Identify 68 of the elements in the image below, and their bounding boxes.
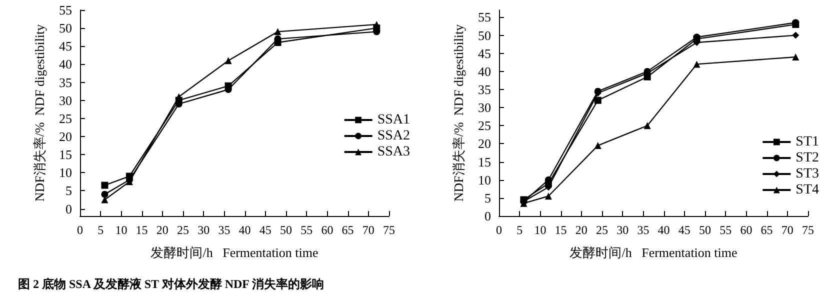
y-tick-label: 20 [478, 136, 491, 152]
y-tick-label: 25 [59, 110, 72, 126]
x-tick-label: 35 [218, 223, 230, 237]
y-tick-label: 15 [478, 154, 491, 170]
x-tick-label: 40 [658, 223, 670, 237]
legend-label: ST4 [796, 182, 820, 198]
legend-label: SSA1 [377, 112, 410, 128]
x-tick-label: 10 [115, 223, 128, 237]
x-tick-label: 10 [534, 223, 546, 237]
legend-label: ST1 [796, 134, 820, 150]
y-tick-label: 40 [478, 64, 491, 79]
y-axis-title: NDF消失率/% NDF digestibility [451, 24, 466, 202]
y-tick-label: 5 [66, 183, 72, 198]
y-tick-label: 0 [66, 201, 72, 216]
x-tick-label: 35 [637, 223, 650, 237]
y-tick-label: 15 [59, 147, 72, 162]
x-tick-label: 55 [720, 223, 732, 237]
x-tick-label: 0 [496, 223, 502, 237]
x-tick-label: 20 [575, 223, 588, 237]
y-tick-label: 0 [484, 208, 491, 224]
y-tick-label: 55 [59, 2, 72, 18]
x-tick-label: 60 [321, 223, 334, 237]
x-tick-label: 50 [699, 223, 711, 237]
x-axis-title: 发酵时间/h Fermentation time [150, 245, 318, 260]
y-tick-label: 10 [478, 172, 491, 188]
y-tick-label: 40 [59, 56, 72, 72]
x-tick-label: 75 [802, 223, 814, 237]
x-tick-label: 70 [362, 223, 374, 237]
x-tick-label: 25 [596, 223, 608, 237]
x-tick-label: 5 [516, 223, 523, 237]
x-tick-label: 55 [300, 223, 313, 237]
y-tick-label: 45 [59, 38, 72, 54]
x-tick-label: 50 [280, 223, 292, 237]
x-tick-label: 15 [136, 223, 148, 237]
x-axis-title: 发酵时间/h Fermentation time [570, 245, 738, 260]
y-tick-label: 5 [484, 190, 491, 206]
x-tick-label: 30 [198, 223, 210, 237]
x-tick-label: 75 [383, 223, 395, 237]
x-tick-label: 65 [760, 223, 773, 237]
y-tick-label: 30 [59, 92, 72, 108]
x-tick-label: 60 [740, 223, 752, 237]
x-tick-label: 40 [238, 223, 251, 237]
x-tick-label: 15 [554, 223, 567, 237]
y-tick-label: 35 [478, 82, 491, 98]
y-tick-label: 45 [478, 46, 491, 61]
x-tick-label: 45 [678, 223, 690, 237]
x-tick-label: 20 [156, 223, 168, 237]
legend-label: SSA3 [377, 144, 410, 160]
legend-label: ST2 [796, 150, 820, 166]
y-axis-title: NDF消失率/% NDF digestibility [32, 24, 47, 202]
y-tick-label: 35 [59, 74, 72, 90]
x-tick-label: 30 [616, 223, 629, 237]
y-tick-label: 20 [59, 128, 72, 144]
x-tick-label: 70 [781, 223, 794, 237]
x-tick-label: 45 [259, 223, 272, 237]
legend-label: ST3 [796, 166, 820, 182]
x-tick-label: 65 [342, 223, 354, 237]
y-tick-label: 50 [59, 20, 72, 36]
legend-label: SSA2 [377, 128, 410, 144]
y-tick-label: 10 [59, 165, 72, 180]
y-tick-label: 55 [478, 10, 491, 25]
x-tick-label: 5 [98, 223, 104, 237]
caption: 图 2 底物 SSA 及发酵液 ST 对体外发酵 NDF 消失率的影响 [18, 276, 324, 293]
y-tick-label: 30 [478, 100, 491, 116]
x-tick-label: 0 [77, 223, 83, 237]
y-tick-label: 25 [478, 118, 491, 134]
y-tick-label: 50 [478, 28, 491, 43]
x-tick-label: 25 [177, 223, 189, 237]
